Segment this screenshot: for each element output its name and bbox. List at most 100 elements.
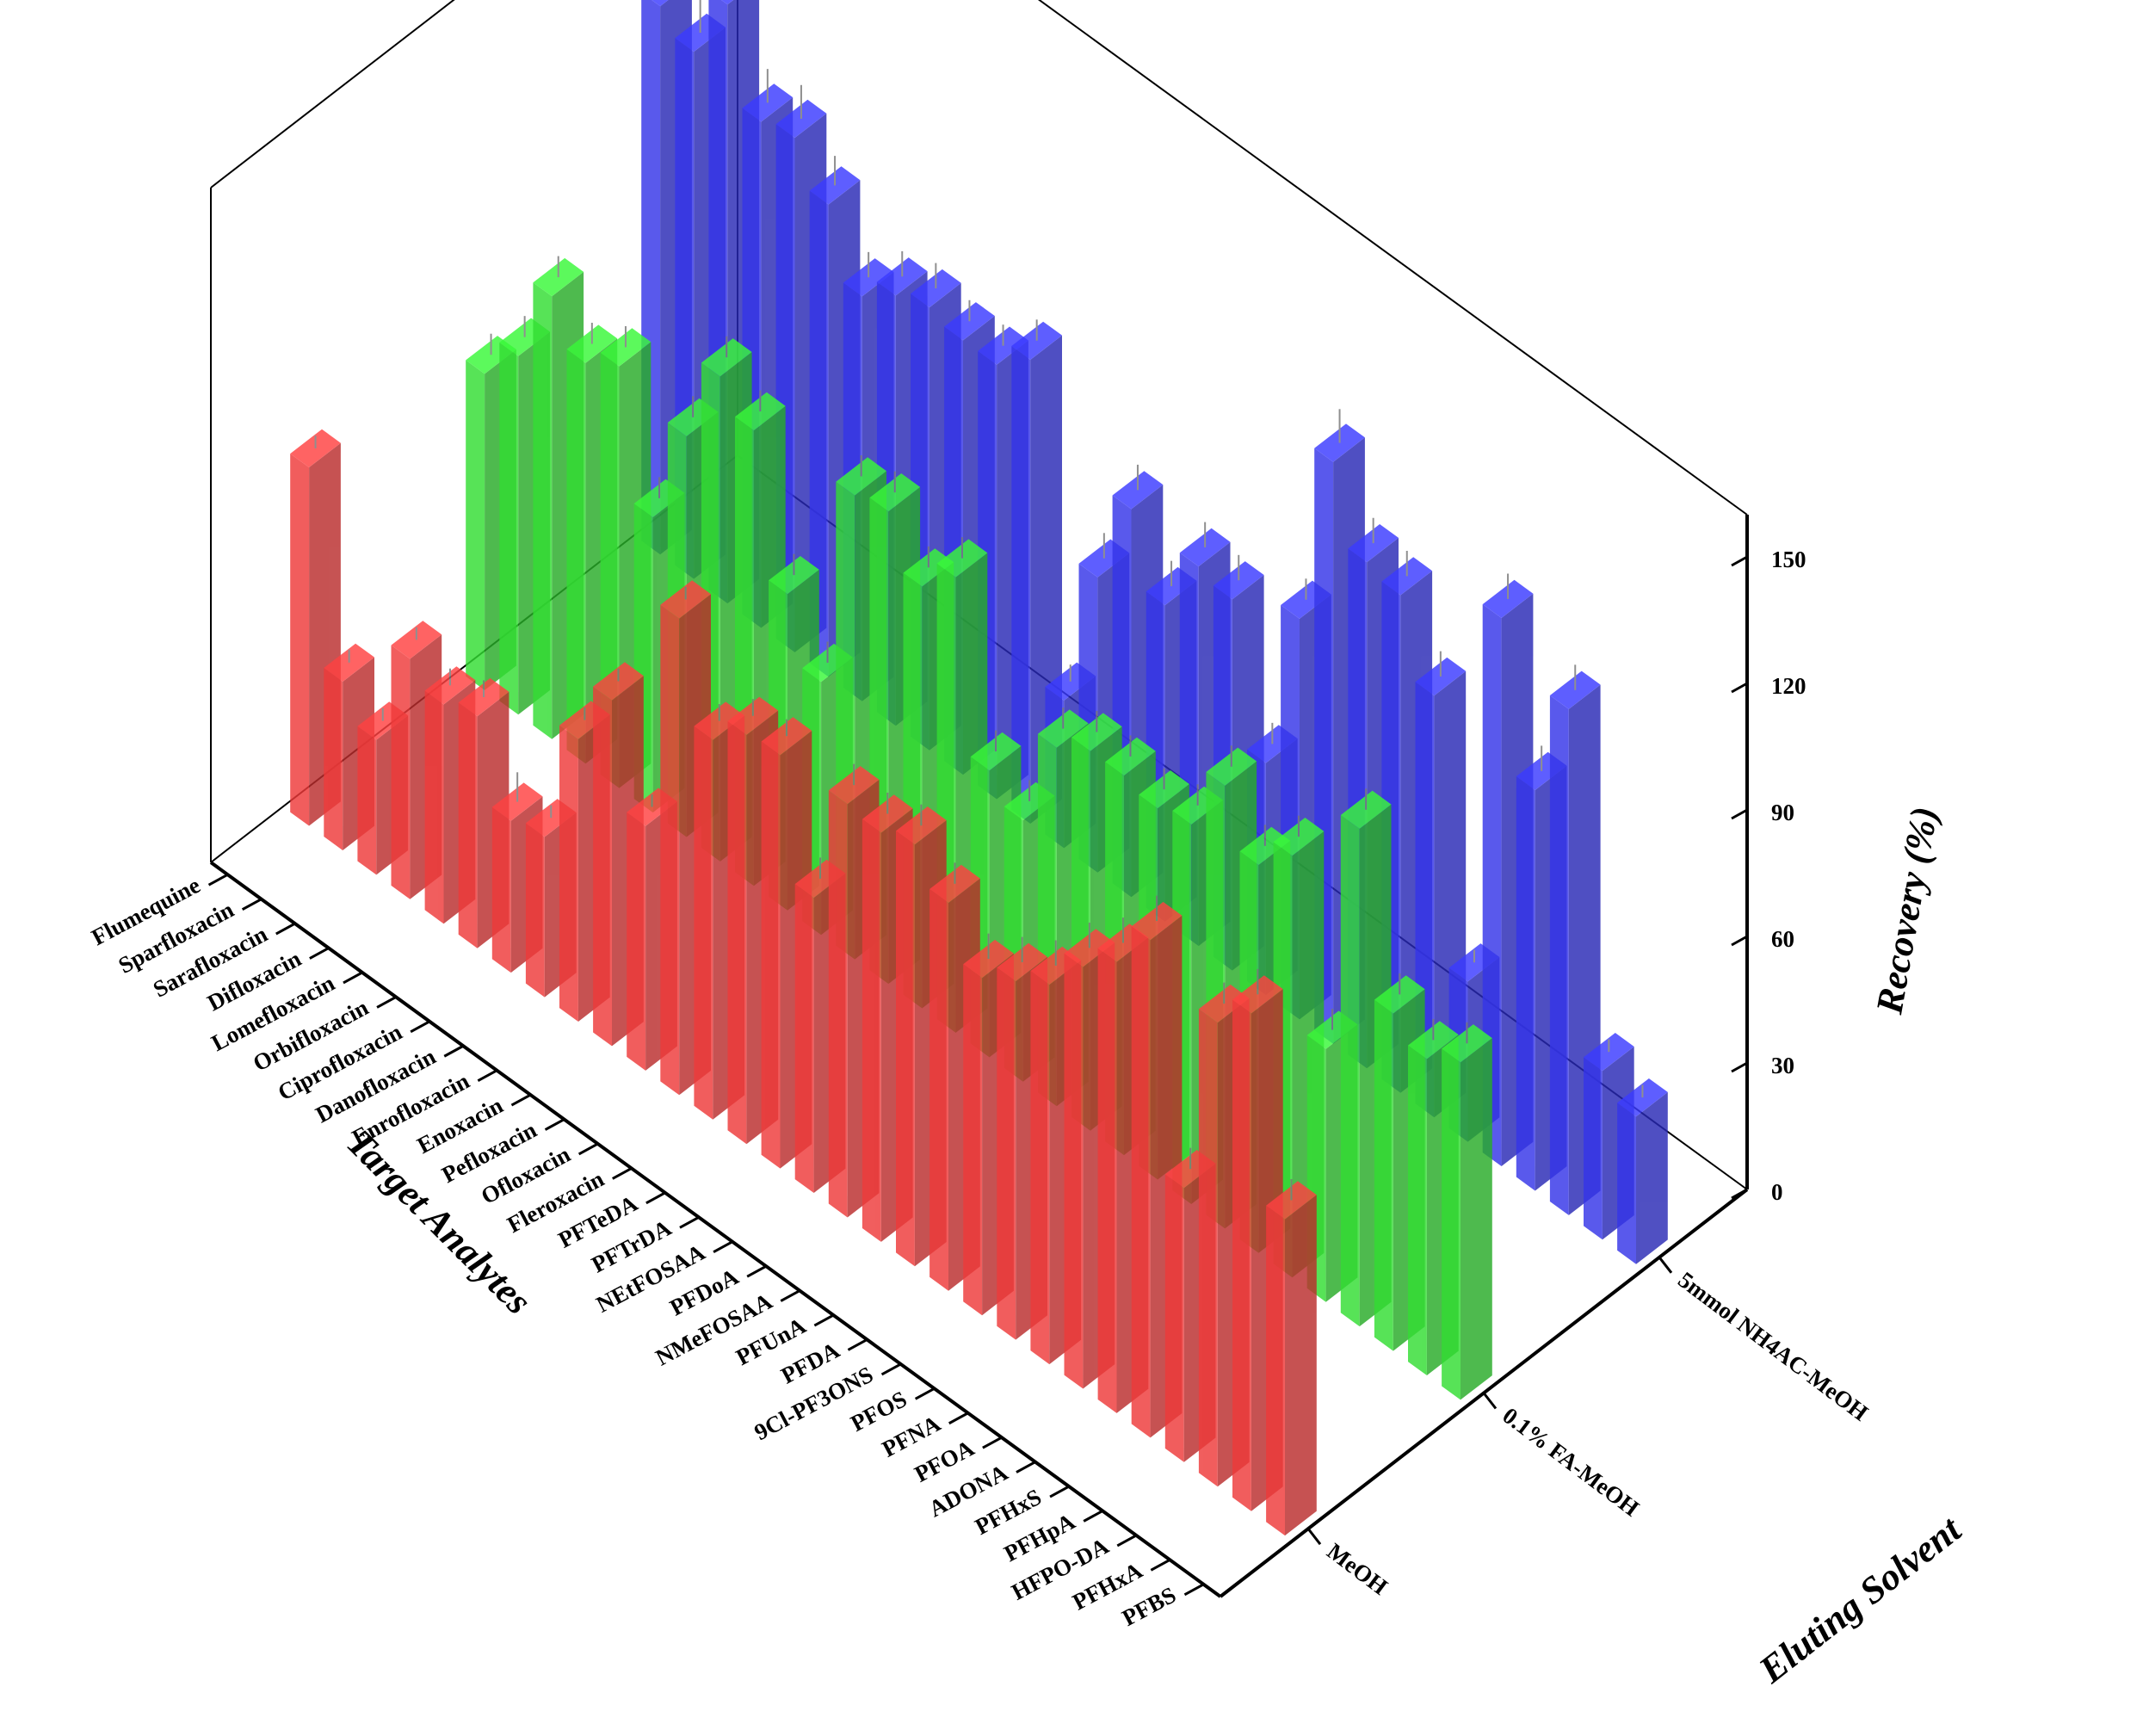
bar-top-face [1232, 975, 1283, 1014]
analyte-tick [1083, 1510, 1103, 1523]
analyte-tick [1150, 1559, 1171, 1572]
bar-front-face [1340, 815, 1360, 1327]
bar-front-face [290, 454, 310, 826]
bar-front-face [1482, 604, 1502, 1166]
bar-front-face [809, 190, 829, 677]
analyte-tick [645, 1191, 666, 1205]
bar-top-face [1415, 657, 1467, 696]
bar-side-face [1636, 1091, 1668, 1264]
bar-front-face [761, 741, 781, 1169]
analyte-tick [410, 1020, 430, 1034]
bar-front-face [1549, 695, 1569, 1215]
analyte-tick [847, 1338, 868, 1351]
bar-front-face [491, 806, 511, 973]
bar-top-face [727, 696, 779, 735]
recovery-tick-label: 120 [1771, 673, 1806, 699]
analyte-tick [510, 1093, 532, 1107]
bar-front-face [424, 690, 444, 924]
analyte-tick [443, 1044, 464, 1058]
analyte-tick [1016, 1461, 1036, 1473]
bar-top-face [1072, 713, 1122, 751]
analyte-tick [577, 1142, 599, 1156]
bar-top-face [809, 166, 861, 205]
bar-top-face [458, 677, 510, 717]
bar-front-face [694, 726, 713, 1120]
bar-front-face [593, 686, 612, 1047]
analyte-tick [746, 1264, 767, 1278]
bar-side-face [1285, 1195, 1317, 1536]
recovery-tick [1731, 935, 1748, 947]
analyte-tick [914, 1387, 936, 1400]
analyte-tick [948, 1412, 969, 1425]
bar-front-face [963, 964, 983, 1316]
bar-front-face [357, 726, 377, 875]
analyte-tick [813, 1313, 835, 1327]
bar-front-face [1198, 1009, 1218, 1487]
analyte-tick [207, 873, 229, 887]
bar-front-face [566, 349, 586, 764]
bar-top-face [970, 732, 1022, 771]
solvent-label: 0.1% FA-MeOH [1498, 1402, 1644, 1521]
bar-top-face [324, 643, 374, 682]
analyte-tick [1116, 1534, 1137, 1548]
analyte-tick [1049, 1485, 1070, 1498]
recovery-axis-title: Recovery (%) [1868, 804, 1946, 1018]
bar-top-face [721, 0, 734, 5]
recovery-tick-label: 60 [1771, 926, 1794, 952]
frame-edge [1037, 0, 1748, 516]
bar-top-face [869, 473, 921, 512]
bar-front-face [727, 720, 747, 1145]
solvent-tick [1482, 1392, 1498, 1410]
bar-front-face [1164, 1174, 1184, 1462]
bar-front-face [1408, 1045, 1427, 1375]
solvent-tick [1306, 1528, 1322, 1546]
bar-front-face [929, 889, 948, 1291]
bar-front-face [896, 831, 915, 1267]
bar-top-face [1213, 561, 1264, 600]
recovery-tick [1731, 1188, 1748, 1200]
bar-front-face [1011, 346, 1031, 824]
bar-top-face [828, 766, 880, 805]
bar-top-face [1112, 471, 1164, 510]
bar-top-face [1273, 818, 1325, 856]
bar-front-face [1584, 1057, 1603, 1240]
analyte-tick [343, 971, 363, 985]
bar-front-face [627, 812, 646, 1071]
bar-front-face [499, 342, 519, 715]
bar-front-face [660, 604, 680, 1096]
bar-top-face [1374, 975, 1425, 1014]
bar-0-1-fa-meoh [1442, 1022, 1492, 1400]
analyte-tick [612, 1167, 633, 1180]
bar-front-face [862, 819, 881, 1242]
bar-meoh [1266, 1178, 1317, 1536]
solvent-label: MeOH [1322, 1538, 1393, 1600]
analyte-tick [780, 1289, 800, 1302]
bar-top-face [1011, 321, 1062, 360]
analyte-tick [713, 1240, 733, 1254]
bar-front-face [1516, 776, 1535, 1191]
bar-top-face [566, 324, 618, 363]
recovery-tick-label: 0 [1771, 1179, 1783, 1205]
bar-top-face [911, 269, 961, 308]
bar-front-face [997, 967, 1016, 1340]
recovery-tick [1731, 555, 1748, 567]
solvent-label: 5mmol NH4AC-MeOH [1673, 1267, 1873, 1426]
bar-front-face [1064, 953, 1084, 1389]
recovery-tick-label: 30 [1771, 1053, 1794, 1078]
bar-front-face [794, 884, 814, 1193]
bar-5mmol-nh4ac-meoh [1617, 1078, 1668, 1264]
analyte-tick [544, 1118, 565, 1131]
axes [207, 515, 1749, 1598]
bar-front-face [1374, 999, 1393, 1351]
bar-side-face [1461, 1038, 1492, 1400]
solvent-axis-title: Eluting Solvent [1751, 1507, 1970, 1691]
bar-top-face [769, 556, 819, 595]
analyte-tick [679, 1215, 700, 1229]
analyte-tick [1183, 1583, 1205, 1597]
bar-front-face [1232, 999, 1251, 1511]
recovery-tick-label: 150 [1771, 547, 1806, 572]
analyte-tick [376, 996, 397, 1009]
bar-front-face [525, 823, 545, 998]
bar-front-face [1097, 948, 1117, 1413]
